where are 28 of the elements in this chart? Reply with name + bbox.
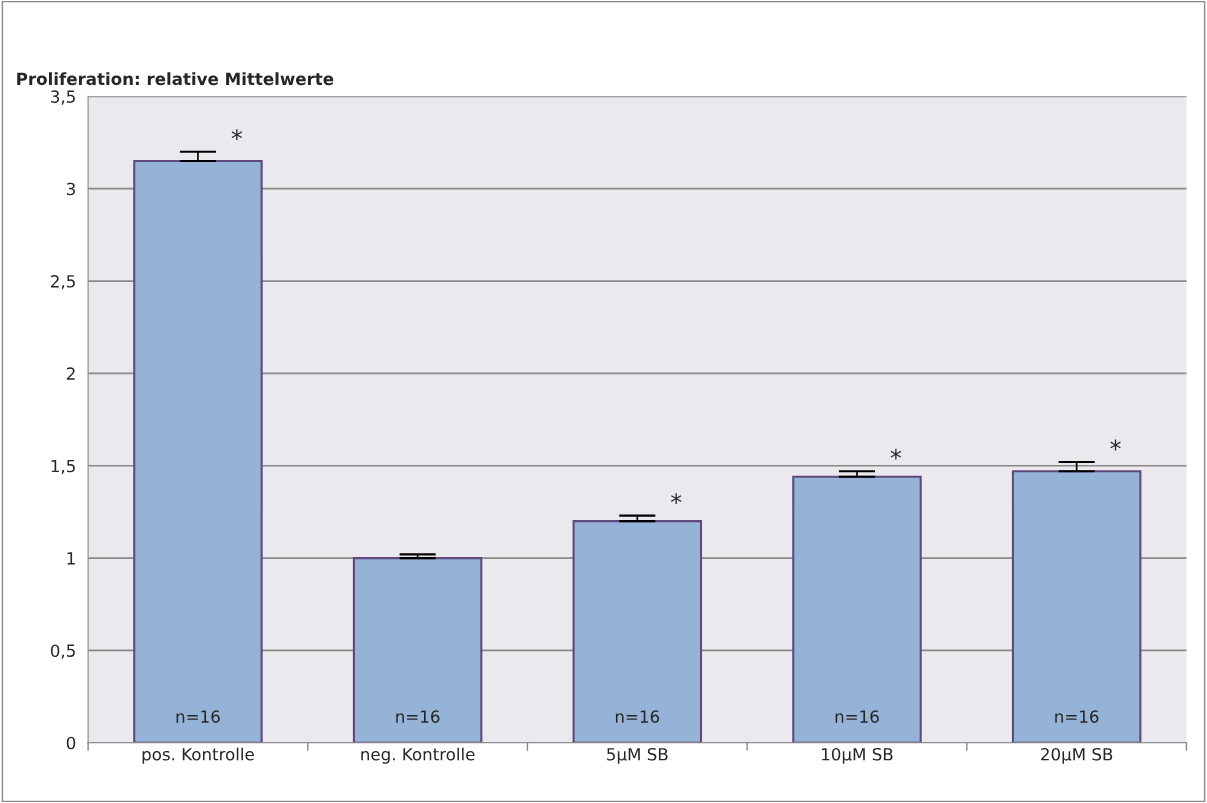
x-tick-label: 5µM SB	[607, 747, 668, 764]
x-tick-label: 20µM SB	[1041, 747, 1113, 764]
y-tick-label: 0	[66, 736, 76, 750]
x-tick-label: pos. Kontrolle	[142, 747, 254, 764]
y-tick-label: 3	[66, 182, 75, 196]
annotation: n=16	[396, 710, 440, 723]
bar	[1011, 470, 1142, 743]
bar	[133, 159, 263, 743]
x-tick-label: 10µM SB	[822, 747, 893, 764]
y-tick-label: 1	[67, 552, 75, 565]
bar	[572, 520, 703, 743]
chart-title: Proliferation: relative Mittelwerte	[17, 72, 334, 86]
bar	[352, 557, 483, 743]
annotation: *	[1110, 439, 1121, 451]
annotation: n=16	[1055, 710, 1099, 723]
annotation: *	[670, 493, 682, 504]
annotation: n=16	[176, 710, 220, 723]
y-tick-label: 1,5	[51, 459, 75, 475]
x-tick-label: neg. Kontrolle	[361, 747, 475, 764]
y-tick-label: 2,5	[51, 275, 75, 290]
y-tick-label: 3,5	[51, 90, 75, 105]
bar	[792, 475, 922, 743]
y-tick-label: 2	[66, 367, 75, 380]
y-tick-label: 0,5	[50, 644, 75, 659]
annotation: *	[890, 448, 902, 460]
annotation: *	[231, 129, 243, 141]
annotation: n=16	[615, 710, 660, 723]
annotation: n=16	[835, 710, 879, 723]
